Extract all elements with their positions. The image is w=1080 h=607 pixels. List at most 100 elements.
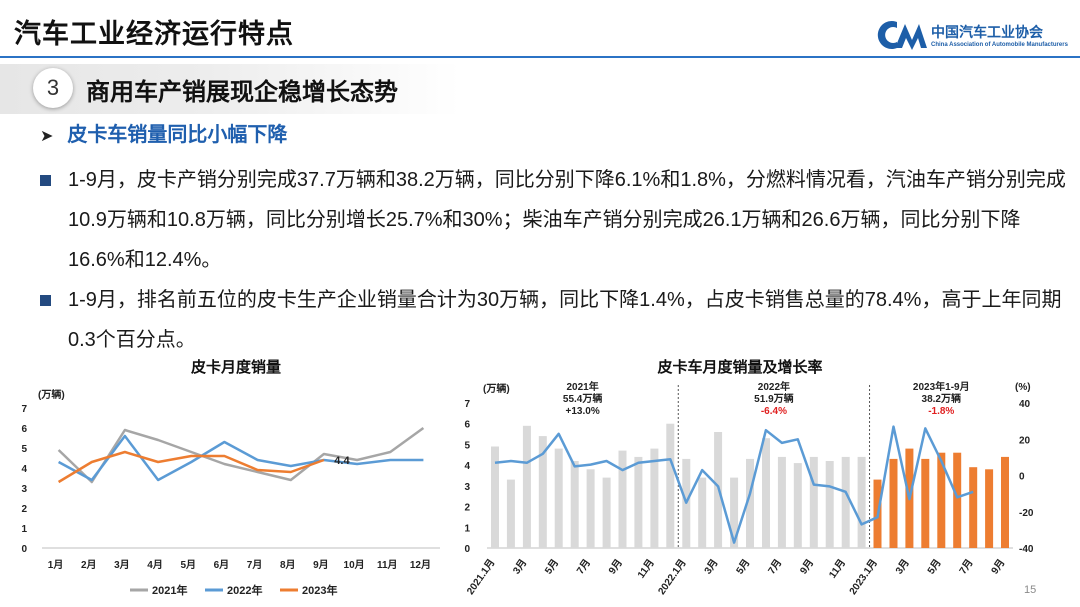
y-left-tick-label: 5 [464, 440, 470, 451]
y-tick-label: 7 [21, 404, 27, 415]
x-tick-label: 9月 [313, 559, 329, 571]
sales-bar [506, 479, 515, 548]
y-left-tick-label: 1 [464, 523, 470, 534]
y-left-tick-label: 3 [464, 482, 470, 493]
x-tick-label: 2023.1月 [847, 557, 880, 597]
y-right-tick-label: 0 [1019, 472, 1025, 483]
sales-bar [969, 467, 978, 548]
sales-bar [762, 438, 770, 548]
page-title: 汽车工业经济运行特点 [14, 19, 294, 49]
sales-bar [491, 446, 499, 548]
x-tick-label: 8月 [280, 559, 296, 571]
y-right-tick-label: -40 [1019, 544, 1034, 555]
sales-bar [793, 463, 802, 548]
y-tick-label: 4 [21, 464, 27, 475]
x-tick-label: 5月 [925, 557, 944, 577]
header-rule [0, 56, 1080, 58]
x-tick-label: 2022.1月 [656, 557, 689, 597]
series-line-2021年 [57, 426, 425, 484]
x-tick-label: 7月 [247, 559, 263, 571]
section-number-badge: 3 [33, 68, 73, 108]
x-tick-label: 5月 [180, 559, 196, 571]
section-banner [0, 64, 460, 114]
y-tick-label: 2 [21, 504, 27, 515]
monthly-sales-line-chart: 皮卡月度销量 (万辆) 0 1 2 3 4 5 6 7 1月 2月 3月 4月 5月 6月 7月 8月 9月 10月 1… [21, 358, 440, 597]
sales-bar [730, 477, 739, 548]
period-label-growth: -6.4% [761, 406, 787, 417]
bullet-text: 1-9月，皮卡产销分别完成37.7万辆和38.2万辆，同比分别下降6.1%和1.… [68, 169, 1066, 271]
x-tick-label: 11月 [635, 557, 657, 581]
sales-bar [1001, 456, 1009, 548]
x-tick-label: 7月 [574, 557, 593, 577]
sales-bar [857, 456, 866, 548]
x-tick-label: 11月 [377, 559, 398, 571]
y-left-tick-label: 0 [464, 544, 470, 555]
y-tick-label: 0 [21, 544, 27, 555]
sales-bar [746, 458, 754, 548]
sales-bar [602, 477, 611, 548]
caam-logo-icon [877, 21, 927, 50]
data-label: 4.4 [334, 455, 350, 467]
bullet-item: 1-9月，排名前五位的皮卡生产企业销量合计为30万辆，同比下降1.4%，占皮卡销… [40, 280, 1070, 360]
sales-bar [586, 469, 595, 548]
sales-bar [618, 450, 627, 548]
association-logo: 中国汽车工业协会 China Association of Automobile… [875, 16, 1075, 56]
sales-bar [937, 452, 946, 548]
x-tick-label: 3月 [114, 559, 130, 571]
legend-label: 2021年 [152, 583, 187, 597]
sales-bar [953, 452, 962, 548]
bullet-text: 1-9月，排名前五位的皮卡生产企业销量合计为30万辆，同比下降1.4%，占皮卡销… [68, 289, 1062, 351]
logo-chinese-name: 中国汽车工业协会 [931, 24, 1043, 40]
x-tick-label: 2021.1月 [464, 557, 497, 597]
bullet-item: 1-9月，皮卡产销分别完成37.7万辆和38.2万辆，同比分别下降6.1%和1.… [40, 160, 1070, 280]
sales-bar [825, 461, 834, 548]
y-axis-right-label: (%) [1015, 382, 1031, 393]
series-line-2022年 [58, 434, 424, 482]
y-tick-label: 1 [21, 524, 27, 535]
x-tick-label: 4月 [147, 559, 163, 571]
period-label-growth: -1.8% [928, 406, 954, 417]
sales-bar [841, 456, 850, 548]
page-number: 15 [1024, 584, 1037, 596]
period-label-year: 2023年1-9月 [913, 380, 970, 393]
x-tick-label: 11月 [826, 557, 848, 581]
square-bullet-icon [40, 175, 51, 186]
monthly-sales-growth-chart: 皮卡车月度销量及增长率 (万辆) (%) 0 1 2 3 4 5 6 7 -40 -20 0 20 40 202… [464, 358, 1034, 597]
sales-bar [522, 425, 531, 548]
x-tick-label: 3月 [511, 557, 530, 577]
growth-rate-line [494, 425, 974, 544]
period-label-growth: +13.0% [566, 406, 600, 417]
sales-bar [777, 456, 786, 548]
x-tick-label: 6月 [214, 559, 230, 571]
subheading: ➤ 皮卡车销量同比小幅下降 [40, 118, 287, 147]
legend-label: 2022年 [227, 583, 262, 597]
x-tick-label: 9月 [606, 557, 625, 577]
y-tick-label: 6 [21, 424, 27, 435]
x-tick-label: 7月 [957, 557, 976, 577]
sales-bar [666, 423, 675, 548]
x-tick-label: 5月 [734, 557, 753, 577]
period-label-total: 51.9万辆 [754, 392, 793, 405]
sales-bar [698, 477, 707, 548]
y-axis-left-label: (万辆) [483, 382, 510, 395]
period-label-year: 2022年 [758, 380, 790, 393]
period-label-total: 38.2万辆 [922, 392, 961, 405]
x-tick-label: 9月 [797, 557, 816, 577]
y-right-tick-label: 20 [1019, 435, 1031, 446]
series-line-2023年 [57, 450, 325, 484]
y-right-tick-label: -20 [1019, 508, 1034, 519]
section-title: 商用车产销展现企稳增长态势 [86, 79, 398, 106]
y-left-tick-label: 4 [464, 461, 470, 472]
period-label-total: 55.4万辆 [563, 392, 602, 405]
sales-bar [538, 436, 547, 548]
x-tick-label: 5月 [542, 557, 561, 577]
x-tick-label: 10月 [344, 559, 365, 571]
y-right-tick-label: 40 [1019, 399, 1031, 410]
x-tick-label: 12月 [410, 559, 431, 571]
logo-english-name: China Association of Automobile Manufact… [931, 42, 1068, 48]
y-tick-label: 5 [21, 444, 27, 455]
sales-bar [570, 461, 579, 548]
chart-title: 皮卡月度销量 [191, 358, 281, 376]
sales-bar [921, 458, 930, 548]
square-bullet-icon [40, 295, 51, 306]
